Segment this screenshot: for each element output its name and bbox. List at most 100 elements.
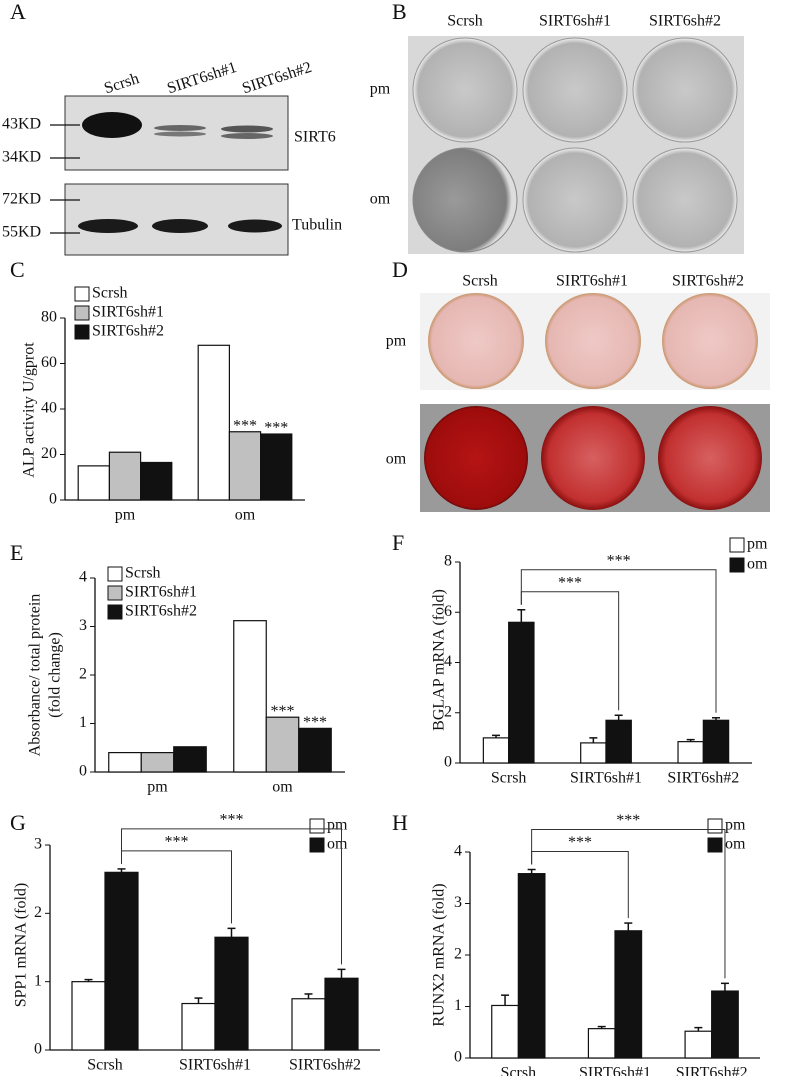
plate — [632, 147, 738, 253]
legend-label: pm — [725, 817, 746, 834]
y-tick-label: 80 — [41, 309, 57, 326]
legend-swatch — [707, 837, 723, 853]
panel-label: D — [392, 257, 408, 282]
bar — [587, 1028, 616, 1059]
legend-label: SIRT6sh#1 — [125, 584, 197, 601]
significance: *** — [616, 812, 640, 829]
row-label: om — [370, 191, 391, 208]
y-axis-label: RUNX2 mRNA (fold) — [431, 883, 448, 1026]
bar — [291, 998, 326, 1051]
significance: *** — [233, 417, 257, 434]
bar — [140, 461, 173, 501]
marker-label: 72KD — [2, 191, 41, 208]
x-tick-label: SIRT6sh#1 — [179, 1057, 251, 1074]
y-tick-label: 3 — [34, 836, 42, 853]
marker-label: 34KD — [2, 149, 41, 166]
y-tick-label: 4 — [454, 843, 462, 860]
bar — [324, 977, 359, 1051]
bar — [614, 930, 643, 1059]
bar — [197, 344, 230, 501]
y-axis-label: (fold change) — [47, 632, 64, 718]
y-tick-label: 4 — [79, 569, 87, 586]
x-tick-label: om — [235, 507, 256, 524]
column-label: SIRT6sh#1 — [556, 273, 628, 290]
blot-band — [154, 125, 206, 131]
y-tick-label: 4 — [444, 653, 452, 670]
y-tick-label: 2 — [444, 703, 452, 720]
y-tick-label: 2 — [79, 666, 87, 683]
y-tick-label: 1 — [34, 972, 42, 989]
marker-label: 43KD — [2, 116, 41, 133]
y-axis-label: ALP activity U/gprot — [21, 342, 38, 478]
y-axis-label: BGLAP mRNA (fold) — [431, 589, 448, 731]
lane-label: SIRT6sh#2 — [240, 59, 314, 97]
row-label: pm — [370, 81, 391, 98]
y-tick-label: 1 — [79, 714, 87, 731]
blot-band — [152, 219, 208, 233]
y-tick-label: 0 — [79, 763, 87, 780]
legend-label: pm — [327, 817, 348, 834]
panel-label: E — [10, 540, 23, 565]
row-label: pm — [386, 333, 407, 350]
legend-swatch — [74, 286, 90, 302]
panel-label: A — [10, 0, 26, 24]
blot-band — [221, 133, 273, 139]
bar — [214, 936, 249, 1051]
bar — [491, 1004, 519, 1059]
bar — [508, 621, 535, 764]
legend-label: om — [747, 556, 768, 573]
bar — [77, 465, 110, 501]
bar — [265, 716, 300, 773]
bar — [108, 451, 142, 501]
plate — [541, 406, 645, 510]
bar — [104, 871, 139, 1051]
legend-swatch — [707, 818, 723, 834]
plate — [632, 37, 738, 143]
panel-label: H — [392, 810, 408, 835]
legend-swatch — [74, 324, 90, 340]
panel-label: G — [10, 810, 26, 835]
bar — [228, 431, 262, 501]
y-tick-label: 0 — [34, 1041, 42, 1058]
bar — [517, 873, 546, 1059]
legend-label: Scrsh — [92, 285, 128, 302]
x-tick-label: pm — [147, 779, 168, 796]
x-tick-label: Scrsh — [491, 770, 527, 787]
bar — [605, 719, 632, 764]
y-tick-label: 3 — [454, 894, 462, 911]
x-tick-label: SIRT6sh#2 — [676, 1065, 748, 1076]
y-tick-label: 1 — [454, 997, 462, 1014]
significance: *** — [607, 552, 631, 569]
y-tick-label: 2 — [34, 904, 42, 921]
significance-bracket — [520, 569, 717, 713]
bar — [684, 1030, 713, 1059]
significance: *** — [303, 714, 327, 731]
panel-label: C — [10, 257, 25, 282]
bar — [233, 620, 267, 773]
bar — [71, 981, 106, 1051]
column-label: SIRT6sh#2 — [649, 13, 721, 30]
y-tick-label: 0 — [49, 491, 57, 508]
row-label: om — [386, 451, 407, 468]
plate — [658, 406, 762, 510]
x-tick-label: pm — [115, 507, 136, 524]
bar — [298, 727, 332, 773]
plate — [662, 293, 758, 389]
column-label: Scrsh — [462, 273, 498, 290]
significance: *** — [165, 834, 189, 851]
significance: *** — [220, 812, 244, 829]
legend-label: SIRT6sh#2 — [92, 323, 164, 340]
plate — [424, 406, 528, 510]
bar — [108, 751, 142, 773]
legend-label: SIRT6sh#2 — [125, 603, 197, 620]
bar — [580, 742, 607, 764]
y-tick-label: 60 — [41, 354, 57, 371]
y-tick-label: 6 — [444, 603, 452, 620]
legend-label: Scrsh — [125, 565, 161, 582]
legend-swatch — [74, 305, 90, 321]
x-tick-label: Scrsh — [501, 1065, 537, 1076]
column-label: Scrsh — [447, 13, 483, 30]
legend-swatch — [309, 818, 325, 834]
plate — [412, 147, 518, 253]
